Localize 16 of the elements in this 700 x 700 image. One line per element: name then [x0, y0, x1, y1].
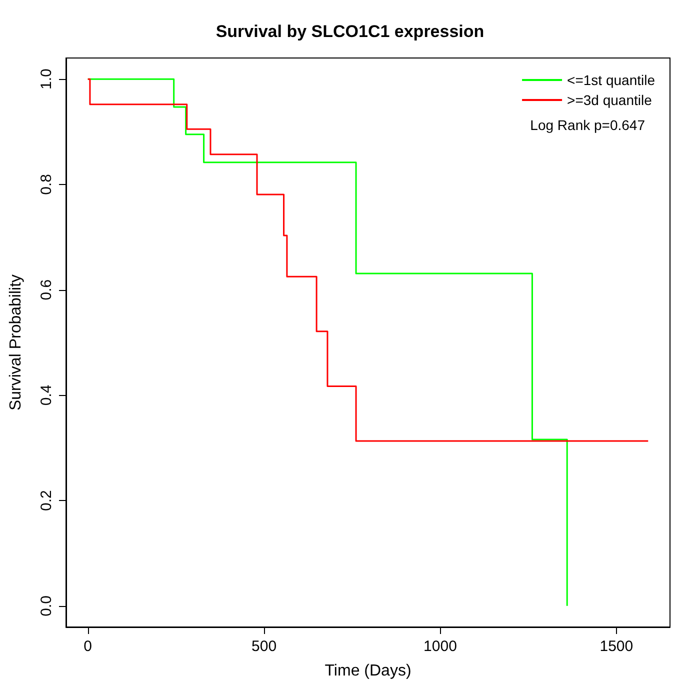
x-tick-label: 1500: [600, 638, 634, 655]
y-tick-label: 0.6: [38, 279, 55, 300]
chart-title: Survival by SLCO1C1 expression: [216, 22, 484, 41]
y-tick-label: 1.0: [38, 68, 55, 90]
legend-label: <=1st quantile: [567, 72, 656, 88]
x-tick-label: 0: [84, 638, 92, 655]
annotation: Log Rank p=0.647: [530, 117, 646, 133]
y-axis-title: Survival Probability: [8, 274, 24, 411]
y-tick-label: 0.4: [38, 384, 55, 406]
y-tick-label: 0.0: [38, 595, 55, 616]
x-axis-title: Time (Days): [324, 662, 412, 680]
legend-label: >=3d quantile: [567, 92, 652, 108]
y-tick-label: 0.8: [38, 174, 55, 195]
y-tick-label: 0.2: [38, 490, 55, 511]
x-tick-label: 1000: [424, 638, 457, 655]
x-tick-label: 500: [252, 638, 277, 655]
